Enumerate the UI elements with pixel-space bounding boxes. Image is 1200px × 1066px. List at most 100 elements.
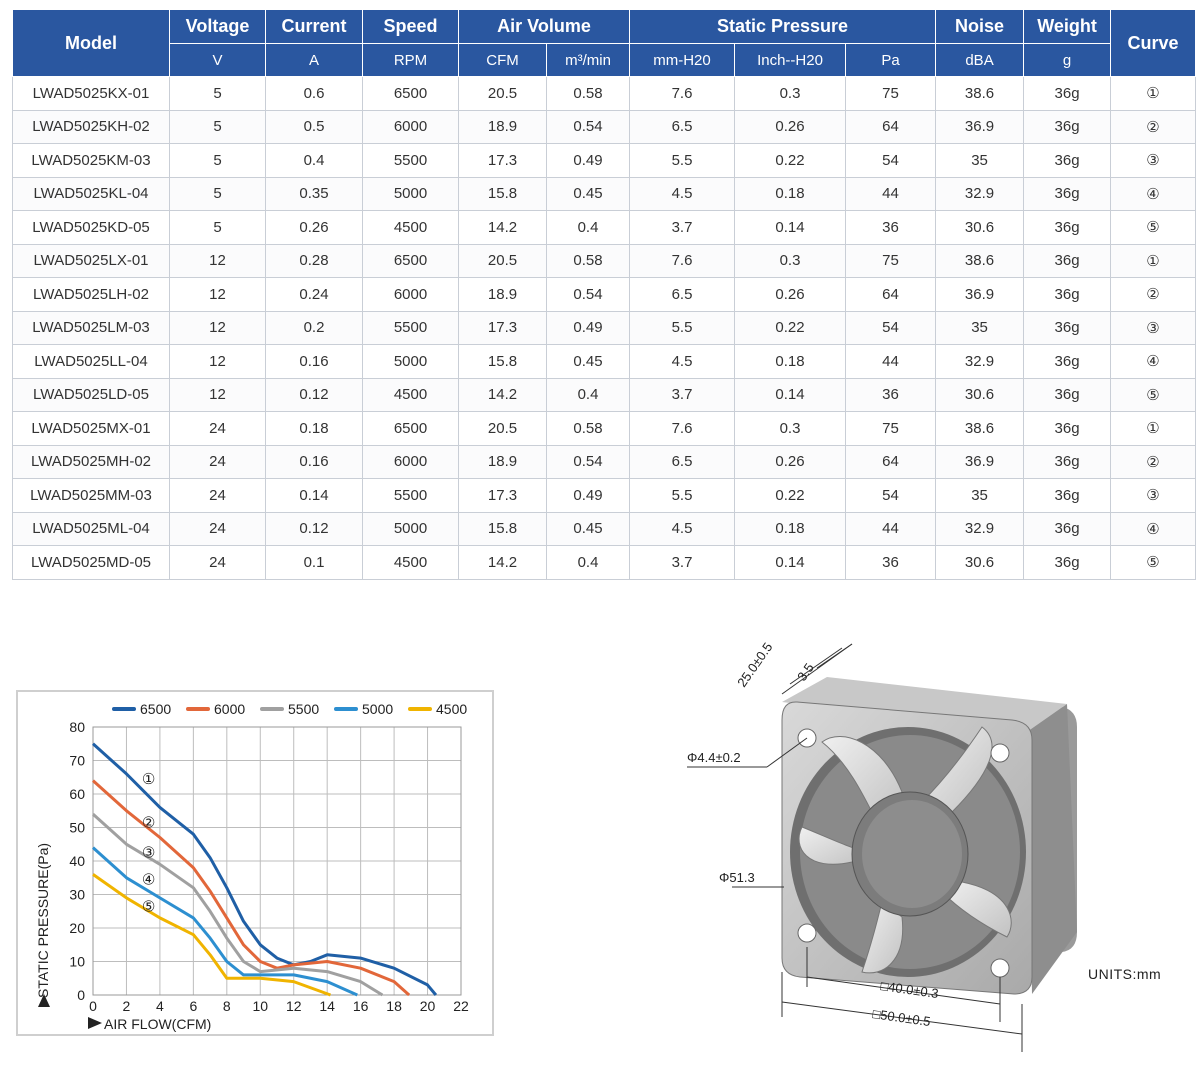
table-cell: 44	[844, 511, 937, 546]
table-cell: 36g	[1023, 478, 1112, 513]
header-model: Model	[12, 9, 170, 77]
header-curve: Curve	[1110, 9, 1197, 77]
table-cell: 4.5	[629, 176, 735, 211]
model-cell: LWAD5025LH-02	[12, 277, 170, 312]
unit-inchh2o: Inch--H20	[734, 43, 846, 77]
x-axis-title: AIR FLOW(CFM)	[104, 1016, 211, 1032]
table-cell: 36.9	[935, 109, 1025, 144]
table-body: LWAD5025KX-01 5 0.6 6500 20.5 0.58 7.6 0.3 75 38.…	[12, 76, 1197, 580]
curve-cell: ③	[1110, 478, 1197, 513]
table-cell: 6500	[362, 243, 459, 278]
table-cell: 0.22	[734, 143, 846, 178]
table-cell: 36g	[1023, 444, 1112, 479]
table-cell: 36g	[1023, 310, 1112, 345]
curve-cell: ④	[1110, 344, 1197, 379]
table-cell: 24	[169, 478, 266, 513]
dim-bore: Φ51.3	[719, 870, 755, 885]
table-cell: 17.3	[458, 310, 547, 345]
table-cell: 12	[169, 344, 266, 379]
table-cell: 4500	[362, 545, 459, 580]
table-cell: 32.9	[935, 176, 1025, 211]
header-voltage: Voltage	[169, 9, 266, 44]
table-cell: 24	[169, 511, 266, 546]
legend-label: 6000	[214, 701, 245, 717]
table-cell: 36g	[1023, 243, 1112, 278]
table-cell: 5000	[362, 176, 459, 211]
table-cell: 3.7	[629, 210, 735, 245]
unit-dba: dBA	[935, 43, 1025, 77]
table-cell: 64	[844, 109, 937, 144]
table-cell: 14.2	[458, 545, 547, 580]
series-line-5500	[91, 812, 384, 997]
model-cell: LWAD5025MD-05	[12, 545, 170, 580]
table-cell: 0.49	[546, 478, 630, 513]
header-speed: Speed	[362, 9, 459, 44]
x-tick-label: 22	[453, 998, 469, 1014]
unit-cfm: CFM	[458, 43, 547, 77]
table-cell: 0.3	[734, 411, 846, 446]
table-cell: 20.5	[458, 76, 547, 111]
dim-frame: □50.0±0.5	[872, 1006, 932, 1029]
table-cell: 0.5	[265, 109, 363, 144]
performance-chart: 6500 6000 5500 5000 4500 ① ② ③ ④ ⑤ 0 2 4 6 8 10 12 14 16…	[16, 690, 494, 1036]
x-tick-label: 10	[252, 998, 268, 1014]
series-line-6500	[91, 742, 438, 996]
curve-cell: ④	[1110, 511, 1197, 546]
table-cell: 14.2	[458, 377, 547, 412]
model-cell: LWAD5025KL-04	[12, 176, 170, 211]
curve-marker-label: ⑤	[142, 897, 155, 915]
unit-pa: Pa	[844, 43, 937, 77]
table-row: LWAD5025MD-05 24 0.1 4500 14.2 0.4 3.7 0.14 36 30…	[12, 545, 1197, 580]
y-tick-label: 60	[69, 786, 85, 802]
table-cell: 75	[844, 411, 937, 446]
model-cell: LWAD5025KD-05	[12, 210, 170, 245]
table-cell: 6000	[362, 277, 459, 312]
table-cell: 0.24	[265, 277, 363, 312]
table-cell: 24	[169, 444, 266, 479]
legend-label: 5500	[288, 701, 319, 717]
model-cell: LWAD5025LD-05	[12, 377, 170, 412]
table-cell: 5500	[362, 310, 459, 345]
table-cell: 5000	[362, 344, 459, 379]
table-cell: 0.28	[265, 243, 363, 278]
table-cell: 0.16	[265, 344, 363, 379]
table-cell: 0.22	[734, 310, 846, 345]
table-cell: 36g	[1023, 511, 1112, 546]
model-cell: LWAD5025LM-03	[12, 310, 170, 345]
table-cell: 0.14	[734, 210, 846, 245]
table-cell: 0.16	[265, 444, 363, 479]
table-cell: 36.9	[935, 444, 1025, 479]
table-cell: 38.6	[935, 411, 1025, 446]
table-cell: 36g	[1023, 545, 1112, 580]
table-cell: 64	[844, 444, 937, 479]
series-line-4500	[92, 873, 332, 997]
table-cell: 35	[935, 478, 1025, 513]
table-cell: 0.14	[265, 478, 363, 513]
y-tick-label: 50	[69, 820, 85, 836]
curve-cell: ③	[1110, 310, 1197, 345]
table-cell: 0.26	[734, 444, 846, 479]
table-cell: 0.22	[734, 478, 846, 513]
table-row: LWAD5025ML-04 24 0.12 5000 15.8 0.45 4.5 0.18 44…	[12, 511, 1197, 546]
table-row: LWAD5025LD-05 12 0.12 4500 14.2 0.4 3.7 0.14 36 3…	[12, 377, 1197, 412]
y-tick-label: 70	[69, 753, 85, 769]
curve-cell: ⑤	[1110, 545, 1197, 580]
table-cell: 36g	[1023, 109, 1112, 144]
table-cell: 32.9	[935, 511, 1025, 546]
table-cell: 0.14	[734, 545, 846, 580]
table-cell: 5500	[362, 143, 459, 178]
table-cell: 12	[169, 243, 266, 278]
table-cell: 0.4	[265, 143, 363, 178]
table-cell: 0.26	[734, 277, 846, 312]
table-cell: 0.45	[546, 344, 630, 379]
fan-frame-side-right	[1027, 704, 1077, 994]
table-row: LWAD5025LL-04 12 0.16 5000 15.8 0.45 4.5 0.18 44…	[12, 344, 1197, 379]
table-cell: 0.12	[265, 511, 363, 546]
x-tick-label: 8	[223, 998, 231, 1014]
table-cell: 0.35	[265, 176, 363, 211]
table-cell: 5	[169, 176, 266, 211]
table-cell: 0.18	[734, 511, 846, 546]
table-cell: 5	[169, 143, 266, 178]
table-cell: 0.49	[546, 143, 630, 178]
table-cell: 4500	[362, 210, 459, 245]
